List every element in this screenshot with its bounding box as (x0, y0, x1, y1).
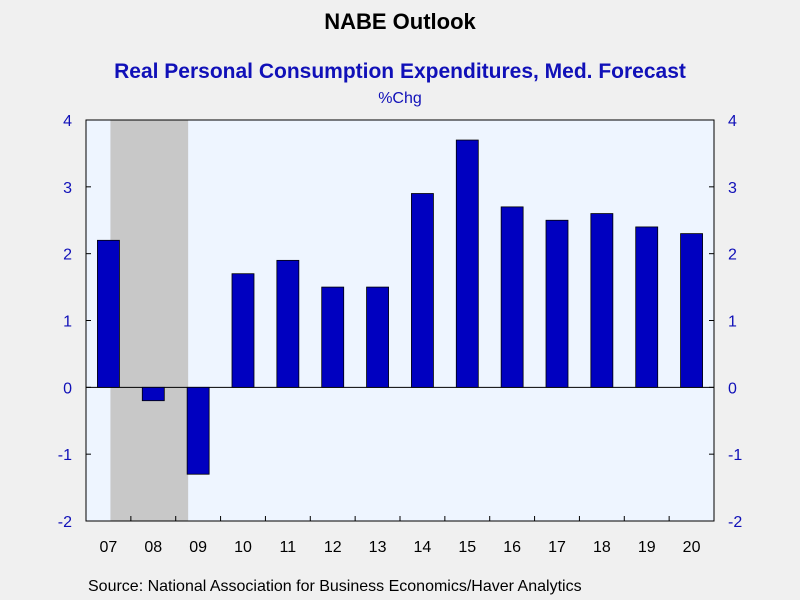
left-ytick-label: 3 (63, 180, 72, 197)
bar-11 (276, 259, 300, 388)
bar-17 (545, 219, 569, 388)
xtick-label-07: 07 (100, 539, 118, 556)
bar-20 (680, 233, 703, 388)
chart-subtitle: Real Personal Consumption Expenditures, … (114, 60, 686, 83)
xtick-label-16: 16 (503, 539, 521, 556)
left-ytick-label: -1 (58, 447, 72, 464)
xtick-label-17: 17 (548, 539, 566, 556)
chart-title: NABE Outlook (324, 9, 476, 34)
xtick-label-18: 18 (593, 539, 611, 556)
bar-18 (590, 213, 614, 388)
left-ytick-label: -2 (58, 514, 72, 531)
xtick-label-12: 12 (324, 539, 342, 556)
right-ytick-label: -1 (728, 447, 742, 464)
xtick-label-11: 11 (280, 539, 297, 556)
xtick-label-19: 19 (638, 539, 656, 556)
bar-10 (231, 273, 255, 388)
bar-14 (411, 193, 434, 388)
bar-12 (321, 286, 345, 388)
source-note: Source: National Association for Busines… (88, 578, 582, 595)
left-ytick-label: 1 (63, 314, 72, 331)
right-ytick-label: 1 (728, 314, 737, 331)
bar-08 (141, 386, 165, 402)
left-ytick-label: 2 (63, 247, 72, 264)
left-ytick-label: 4 (63, 113, 72, 130)
bar-16 (500, 206, 524, 388)
xtick-label-09: 09 (189, 539, 207, 556)
bar-19 (635, 226, 659, 388)
xtick-label-10: 10 (234, 539, 252, 556)
bar-15 (455, 139, 479, 388)
right-ytick-label: -2 (728, 514, 742, 531)
right-ytick-label: 2 (728, 247, 737, 264)
left-ytick-label: 0 (63, 380, 72, 397)
bar-13 (366, 286, 389, 388)
xtick-label-14: 14 (414, 539, 432, 556)
xtick-label-08: 08 (144, 539, 162, 556)
right-ytick-label: 4 (728, 113, 737, 130)
bar-07 (97, 239, 120, 388)
right-ytick-label: 0 (728, 380, 737, 397)
bar-09 (186, 386, 210, 475)
unit-label: %Chg (378, 90, 422, 107)
xtick-label-20: 20 (683, 539, 701, 556)
recession-shade (110, 120, 189, 521)
xtick-label-15: 15 (458, 539, 476, 556)
xtick-label-13: 13 (369, 539, 387, 556)
right-ytick-label: 3 (728, 180, 737, 197)
